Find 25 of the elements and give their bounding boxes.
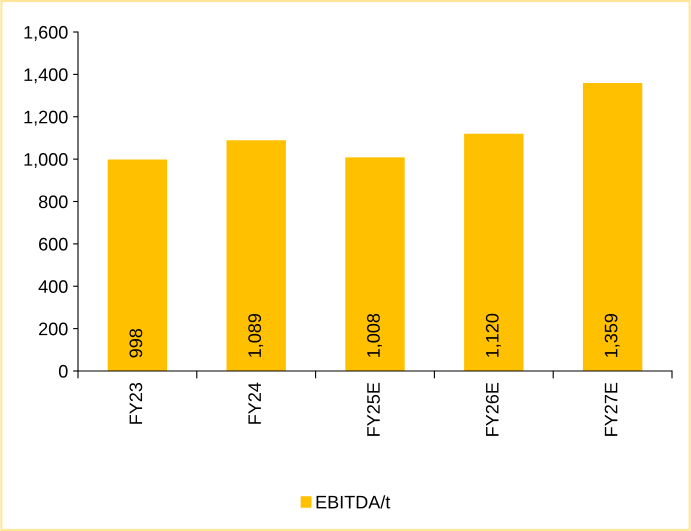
bar [464, 134, 524, 371]
legend-label: EBITDA/t [316, 495, 390, 509]
y-tick-label: 400 [38, 280, 68, 293]
x-tick-label: FY23 [129, 382, 142, 424]
data-label: 1,120 [486, 314, 501, 357]
x-tick-label: FY24 [248, 382, 261, 424]
bar [108, 160, 168, 371]
y-tick-label: 800 [38, 195, 68, 208]
y-tick-label: 200 [39, 322, 68, 336]
y-tick-label: 1,600 [24, 26, 68, 41]
x-tick-label: FY26E [486, 382, 499, 436]
data-label: 1,359 [604, 314, 620, 357]
bar [345, 157, 405, 371]
bar [582, 83, 642, 371]
x-tick-label: FY27E [604, 382, 618, 436]
y-tick-label: 0 [58, 364, 68, 378]
data-label: 1,089 [248, 314, 264, 357]
y-tick-label: 1,000 [24, 153, 68, 168]
y-tick-label: 1,200 [24, 110, 68, 126]
bar [226, 140, 286, 371]
y-tick-label: 1,400 [24, 68, 68, 84]
y-tick-label: 600 [39, 238, 68, 251]
x-tick-label: FY25E [367, 382, 380, 436]
data-label: 998 [129, 328, 142, 358]
data-label: 1,008 [367, 314, 382, 357]
